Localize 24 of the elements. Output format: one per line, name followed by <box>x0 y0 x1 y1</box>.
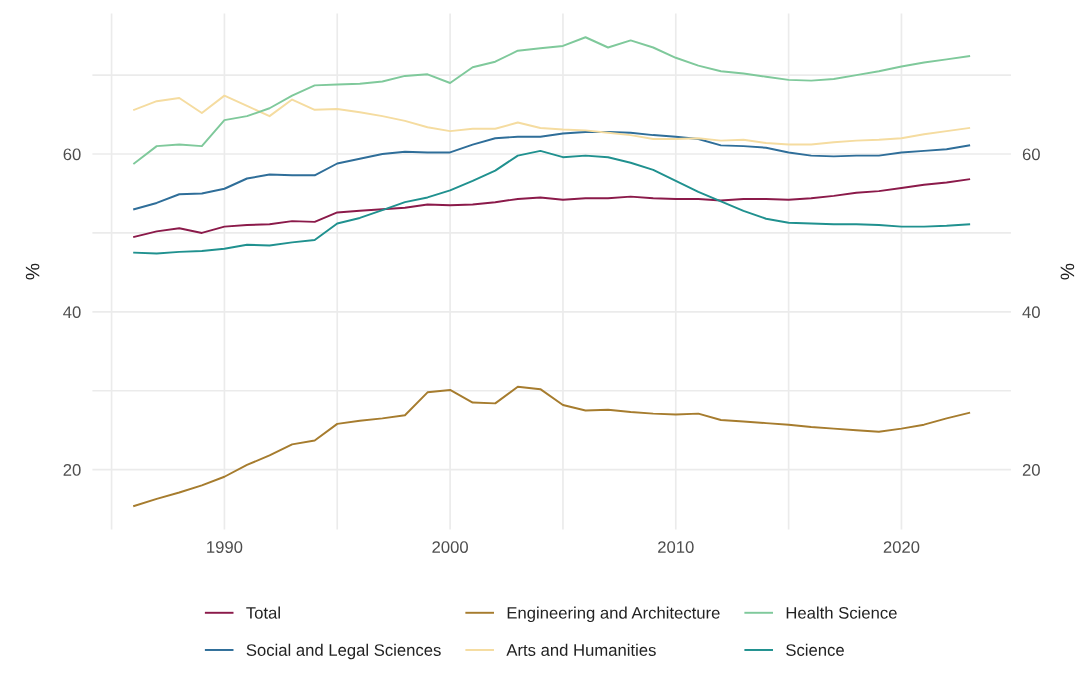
x-tick-label: 2020 <box>883 541 920 553</box>
y-tick-label: 40 <box>63 306 81 319</box>
y2-tick-label: 60 <box>1022 148 1040 161</box>
legend-label: Science <box>786 643 844 656</box>
x-tick-label: 2000 <box>432 541 468 553</box>
x-tick-label: 1990 <box>207 541 243 553</box>
y2-tick-label: 40 <box>1022 306 1040 319</box>
y2-axis-title: % <box>1060 263 1075 280</box>
line-series <box>133 385 971 507</box>
legend-label: Social and Legal Sciences <box>246 643 441 660</box>
legend-label: Arts and Humanities <box>506 643 656 656</box>
y-tick-label: 20 <box>63 464 81 476</box>
line-series <box>133 94 971 146</box>
x-tick-label: 2010 <box>658 541 694 553</box>
y-tick-label: 60 <box>63 148 81 161</box>
legend-label: Total <box>246 606 280 619</box>
line-series <box>133 130 971 211</box>
y-axis-title: % <box>25 263 40 280</box>
y2-tick-label: 20 <box>1022 464 1040 476</box>
line-series <box>133 149 971 255</box>
line-series <box>133 178 971 238</box>
legend-label: Health Science <box>786 606 897 619</box>
legend-label: Engineering and Architecture <box>507 606 720 623</box>
line-series <box>133 36 971 165</box>
